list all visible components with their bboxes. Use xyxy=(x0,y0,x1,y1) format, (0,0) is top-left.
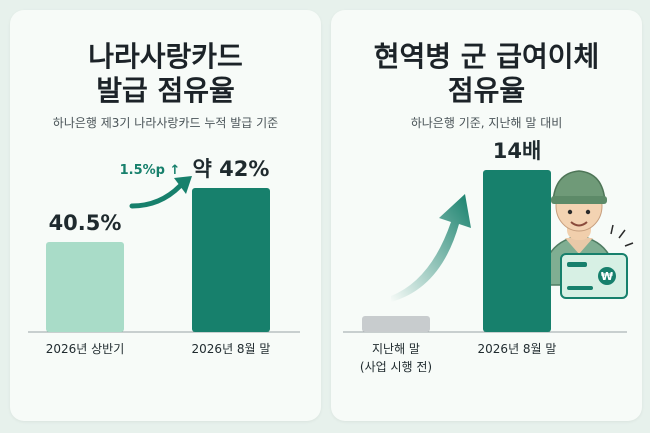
right-bar-chart: ₩ 지난해 말 (사업 시행 전) 14배 2026년 8월 말 xyxy=(343,139,634,374)
left-title-line1: 나라사랑카드 xyxy=(88,40,243,73)
card-icon: ₩ xyxy=(560,224,634,299)
svg-text:₩: ₩ xyxy=(601,270,613,283)
left-subtitle: 하나은행 제3기 나라사랑카드 누적 발급 기준 xyxy=(52,116,279,130)
right-title-line1: 현역병 군 급여이체 xyxy=(373,40,600,73)
right-category-label-1: 2026년 8월 말 xyxy=(478,342,557,356)
right-bar-0 xyxy=(362,316,430,332)
right-panel: 현역병 군 급여이체 점유율 하나은행 기준, 지난해 말 대비 ₩ 지난해 말… xyxy=(331,10,642,421)
left-panel: 나라사랑카드 발급 점유율 하나은행 제3기 나라사랑카드 누적 발급 기준 4… xyxy=(10,10,321,421)
left-trend-arrow xyxy=(129,183,183,209)
left-title-line2: 발급 점유율 xyxy=(96,74,235,107)
left-bar-chart: 40.5% 2026년 상반기 약 42% 2026년 8월 말 1.5%p ↑ xyxy=(28,157,300,356)
right-growth-arrow xyxy=(391,194,471,302)
left-data-label-0: 40.5% xyxy=(49,211,122,235)
left-bar-1 xyxy=(192,188,270,332)
right-bar-1 xyxy=(483,170,551,332)
right-data-label-1: 14배 xyxy=(493,139,542,163)
left-data-label-1: 약 42% xyxy=(193,157,270,181)
left-trend-arrow-head xyxy=(174,176,192,194)
left-category-label-1: 2026년 8월 말 xyxy=(192,342,271,356)
right-subtitle: 하나은행 기준, 지난해 말 대비 xyxy=(410,116,563,130)
left-change-label: 1.5%p ↑ xyxy=(120,163,181,178)
soldier-icon xyxy=(540,170,618,286)
right-title-line2: 점유율 xyxy=(447,74,526,107)
left-category-label-0: 2026년 상반기 xyxy=(46,342,125,356)
left-bar-0 xyxy=(46,242,124,332)
right-category-label-0: 지난해 말 (사업 시행 전) xyxy=(360,342,432,374)
